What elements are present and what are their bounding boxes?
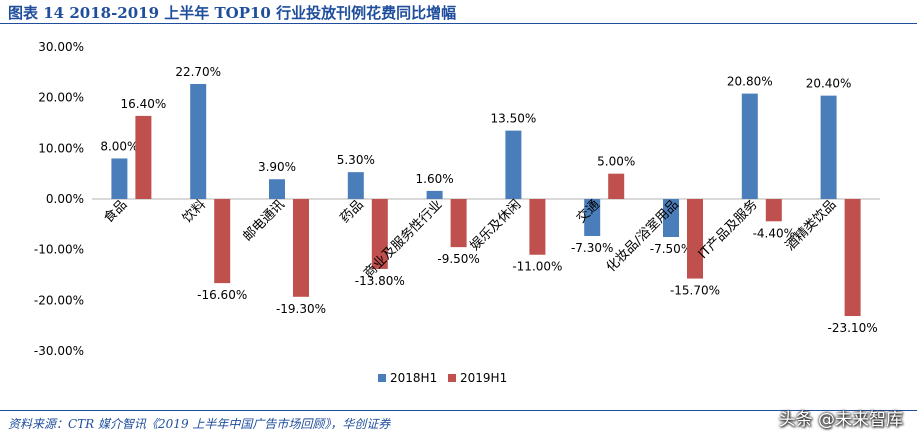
bar-2019h1 <box>529 199 546 255</box>
data-label-2019h1: 5.00% <box>597 155 635 169</box>
data-label-2018h1: -7.50% <box>650 242 692 256</box>
y-tick-label: 20.00% <box>38 91 84 105</box>
category-label: IT产品及服务 <box>695 197 761 263</box>
data-label-2019h1: -15.70% <box>670 284 720 298</box>
chart-title: 图表 14 2018-2019 上半年 TOP10 行业投放刊例花费同比增幅 <box>8 4 457 22</box>
category-label: 邮电通讯 <box>240 197 287 244</box>
bar-2019h1 <box>135 115 152 199</box>
y-tick-label: -30.00% <box>34 344 84 358</box>
data-label-2019h1: -9.50% <box>437 252 479 266</box>
bar-2019h1 <box>687 199 703 279</box>
bar-2018h1 <box>347 172 364 199</box>
y-tick-label: 10.00% <box>38 141 84 155</box>
bar-2018h1 <box>584 199 601 236</box>
data-label-2019h1: -4.40% <box>753 226 795 240</box>
bar-2019h1 <box>450 199 467 248</box>
bar-2019h1 <box>608 173 625 199</box>
category-label: 饮料 <box>180 197 209 226</box>
bar-2019h1 <box>214 199 231 284</box>
category-label: 娱乐及休闲 <box>468 197 525 254</box>
category-label: 药品 <box>338 197 367 226</box>
bar-2018h1 <box>663 199 679 237</box>
data-label-2018h1: -7.30% <box>571 241 613 255</box>
footer-divider <box>0 410 917 411</box>
data-label-2018h1: 22.70% <box>175 65 221 79</box>
y-tick-label: 30.00% <box>38 40 84 54</box>
legend-label-2018h1: 2018H1 <box>390 371 437 385</box>
data-label-2019h1: 16.40% <box>121 97 167 111</box>
bar-2018h1 <box>741 93 758 199</box>
data-label-2019h1: -16.60% <box>197 288 247 302</box>
data-label-2019h1: -11.00% <box>512 260 562 274</box>
bar-2019h1 <box>293 199 309 297</box>
watermark: 头条 @未来智库 <box>778 410 903 430</box>
legend-label-2019h1: 2019H1 <box>460 371 507 385</box>
bar-2018h1 <box>426 190 443 199</box>
data-label-2018h1: 3.90% <box>258 160 296 174</box>
title-bar: 图表 14 2018-2019 上半年 TOP10 行业投放刊例花费同比增幅 <box>0 0 917 24</box>
y-tick-label: -10.00% <box>34 243 84 257</box>
data-label-2019h1: -13.80% <box>355 274 405 288</box>
bar-2018h1 <box>190 83 207 199</box>
bar-2018h1 <box>820 95 837 199</box>
legend-swatch-2019h1 <box>448 374 456 382</box>
bar-2018h1 <box>505 130 522 199</box>
bar-2019h1 <box>371 199 388 269</box>
data-label-2018h1: 20.40% <box>806 77 852 91</box>
bar-2018h1 <box>111 158 128 199</box>
data-label-2018h1: 5.30% <box>337 153 375 167</box>
data-label-2019h1: -23.10% <box>828 321 878 335</box>
bar-2019h1 <box>844 199 861 317</box>
y-tick-label: -20.00% <box>34 293 84 307</box>
legend-swatch-2018h1 <box>378 374 386 382</box>
bar-2019h1 <box>765 199 782 222</box>
y-tick-label: 0.00% <box>46 192 84 206</box>
bar-2018h1 <box>269 179 285 199</box>
data-label-2019h1: -19.30% <box>276 302 326 316</box>
data-label-2018h1: 20.80% <box>727 75 773 89</box>
category-label: 食品 <box>101 197 131 227</box>
data-label-2018h1: 13.50% <box>491 112 537 126</box>
data-label-2018h1: 1.60% <box>416 172 454 186</box>
data-label-2018h1: 8.00% <box>100 139 138 153</box>
source-note: 资料来源：CTR 媒介智讯《2019 上半年中国广告市场回顾》，华创证券 <box>8 417 391 431</box>
